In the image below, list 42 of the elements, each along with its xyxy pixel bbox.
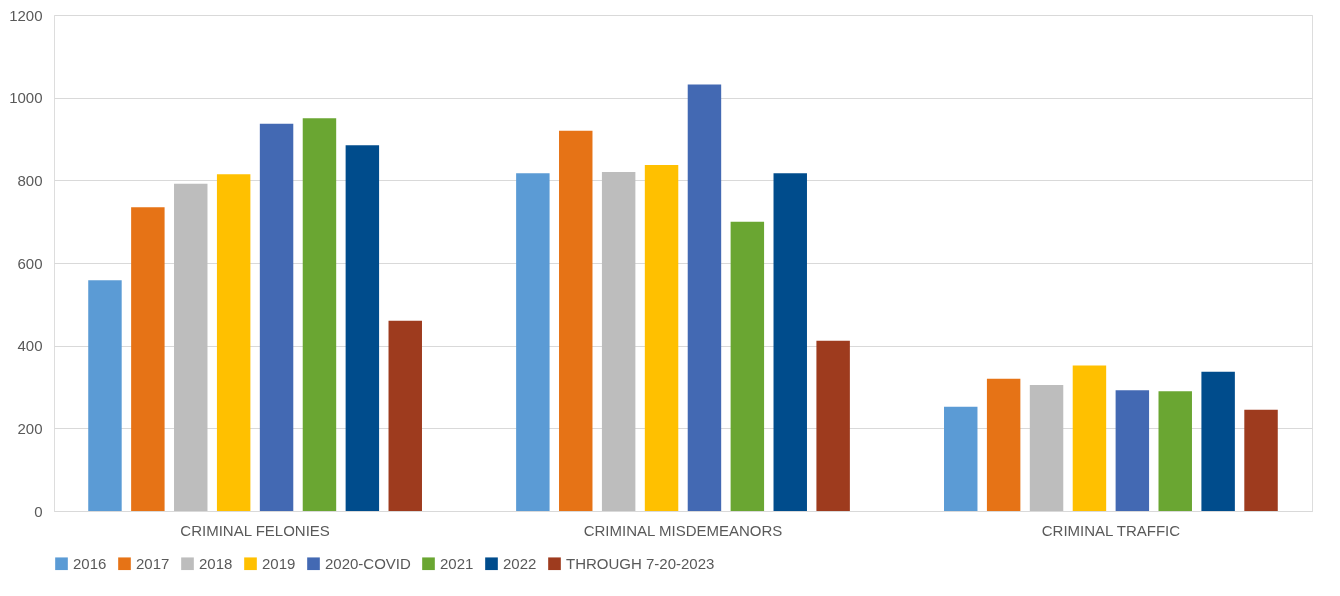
bar <box>816 340 850 511</box>
legend-label: 2016 <box>73 554 107 572</box>
x-tick-label: CRIMINAL MISDEMEANORS <box>583 521 783 539</box>
y-tick-label: 600 <box>17 254 43 272</box>
y-tick-label: 0 <box>34 502 43 520</box>
bar <box>1201 371 1235 511</box>
y-tick-label: 200 <box>17 419 43 437</box>
bar <box>345 145 380 511</box>
bar <box>1158 391 1192 511</box>
legend-label: 2017 <box>136 554 170 572</box>
bar <box>1115 390 1150 511</box>
bar <box>559 130 593 511</box>
bar <box>174 183 208 511</box>
bar <box>1029 384 1064 511</box>
legend-label: 2018 <box>199 554 233 572</box>
y-tick-label: 800 <box>17 171 43 189</box>
bar <box>944 406 978 511</box>
y-tick-label: 400 <box>17 337 43 355</box>
bar <box>687 84 722 511</box>
bar <box>216 174 251 511</box>
bar <box>601 172 636 511</box>
bar <box>644 165 679 511</box>
bar <box>259 123 294 511</box>
legend-label: THROUGH 7-20-2023 <box>566 554 715 572</box>
bar <box>1072 365 1107 511</box>
x-tick-label: CRIMINAL FELONIES <box>180 521 330 539</box>
bar <box>302 118 337 511</box>
bar <box>388 320 422 511</box>
bar <box>730 221 765 511</box>
legend-label: 2021 <box>440 554 474 572</box>
x-tick-label: CRIMINAL TRAFFIC <box>1041 521 1181 539</box>
bar <box>1244 409 1278 511</box>
legend-label: 2020-COVID <box>325 554 412 572</box>
y-tick-label: 1200 <box>9 6 43 24</box>
legend-label: 2022 <box>503 554 537 572</box>
bar <box>986 378 1021 511</box>
bar <box>516 173 550 511</box>
bar <box>773 173 807 511</box>
bar <box>88 280 122 511</box>
legend-label: 2019 <box>262 554 296 572</box>
bar <box>131 207 165 511</box>
y-tick-label: 1000 <box>9 89 43 107</box>
